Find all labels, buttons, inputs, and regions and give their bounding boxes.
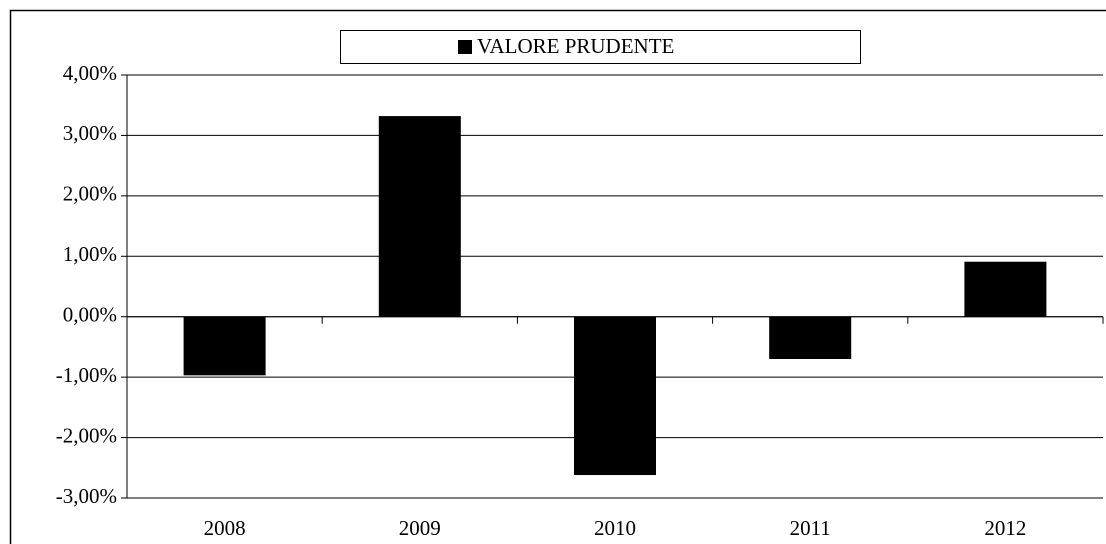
bar [964,261,1047,317]
x-tick-label: 2011 [790,516,831,540]
legend-label: VALORE PRUDENTE [477,34,674,58]
x-tick-label: 2012 [984,516,1026,540]
y-tick-label: 2,00% [63,182,117,206]
y-tick-label: 0,00% [63,303,117,327]
x-tick-label: 2010 [594,516,636,540]
legend-swatch [458,40,472,54]
bar [378,116,461,317]
legend-box [340,30,861,64]
y-tick-label: -1,00% [56,363,117,387]
x-tick-label: 2009 [399,516,441,540]
bar [769,316,852,360]
y-tick-label: 4,00% [63,61,117,85]
y-tick-label: -3,00% [56,484,117,508]
y-tick-label: 1,00% [63,242,117,266]
chart-frame [9,9,1106,544]
bar [183,316,266,376]
y-tick-label: -2,00% [56,423,117,447]
y-tick-label: 3,00% [63,121,117,145]
x-tick-label: 2008 [204,516,246,540]
bar [574,316,656,476]
